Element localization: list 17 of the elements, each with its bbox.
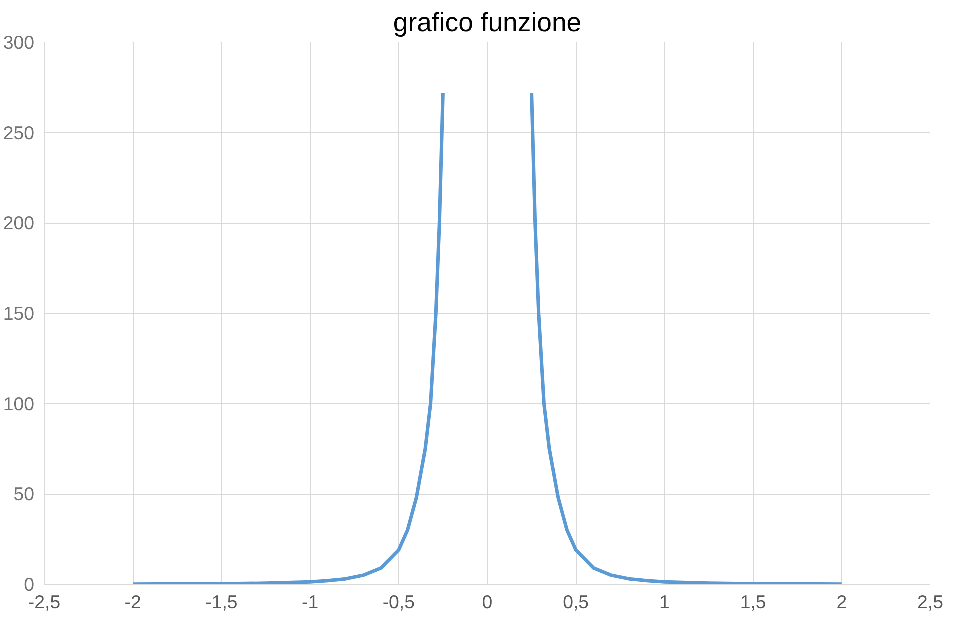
y-tick-label: 150: [3, 303, 35, 324]
x-tick-label: 0: [482, 592, 493, 612]
x-tick-label: 0,5: [563, 592, 590, 612]
y-tick-label: 300: [3, 32, 35, 53]
y-tick-label: 250: [3, 122, 35, 144]
y-tick-label: 50: [14, 484, 35, 505]
x-tick-label: -1: [302, 592, 319, 612]
x-tick-label: -0,5: [382, 592, 415, 612]
y-tick-label: 200: [3, 212, 35, 234]
x-tick-label: 2,5: [918, 592, 944, 612]
x-tick-label: -1,5: [206, 592, 238, 612]
x-tick-label: 2: [836, 592, 848, 612]
x-tick-label: 1,5: [740, 592, 766, 612]
x-tick-label: -2: [124, 592, 142, 612]
x-tick-label: 1: [660, 592, 670, 612]
chart-title: grafico funzione: [393, 8, 582, 38]
y-tick-label: 100: [3, 393, 35, 414]
